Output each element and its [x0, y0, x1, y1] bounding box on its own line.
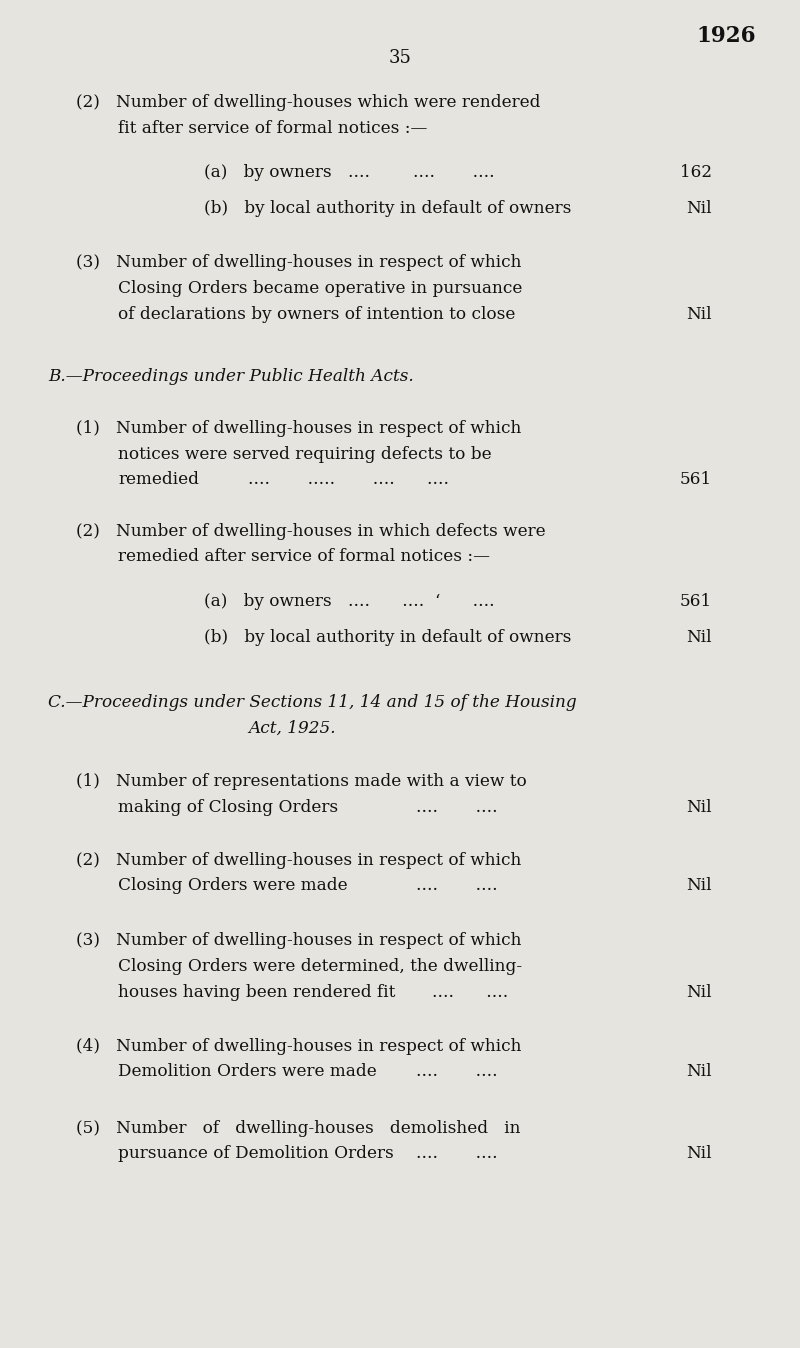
Text: Nil: Nil: [686, 306, 712, 322]
Text: fit after service of formal notices :—: fit after service of formal notices :—: [118, 120, 428, 136]
Text: (1)   Number of representations made with a view to: (1) Number of representations made with …: [76, 774, 526, 790]
Text: (3)   Number of dwelling-houses in respect of which: (3) Number of dwelling-houses in respect…: [76, 255, 522, 271]
Text: (b)   by local authority in default of owners: (b) by local authority in default of own…: [204, 201, 571, 217]
Text: houses having been rendered fit: houses having been rendered fit: [118, 984, 396, 1000]
Text: (3)   Number of dwelling-houses in respect of which: (3) Number of dwelling-houses in respect…: [76, 933, 522, 949]
Text: 1926: 1926: [696, 26, 756, 47]
Text: ....       ....: .... ....: [416, 878, 498, 894]
Text: Demolition Orders were made: Demolition Orders were made: [118, 1064, 377, 1080]
Text: 35: 35: [389, 49, 411, 67]
Text: (5)   Number   of   dwelling-houses   demolished   in: (5) Number of dwelling-houses demolished…: [76, 1120, 521, 1136]
Text: B.—Proceedings under Public Health Acts.: B.—Proceedings under Public Health Acts.: [48, 368, 414, 384]
Text: (a)   by owners: (a) by owners: [204, 593, 332, 609]
Text: notices were served requiring defects to be: notices were served requiring defects to…: [118, 446, 492, 462]
Text: ....      ....: .... ....: [432, 984, 508, 1000]
Text: Closing Orders were made: Closing Orders were made: [118, 878, 348, 894]
Text: of declarations by owners of intention to close: of declarations by owners of intention t…: [118, 306, 516, 322]
Text: remedied: remedied: [118, 472, 199, 488]
Text: Nil: Nil: [686, 984, 712, 1000]
Text: Nil: Nil: [686, 878, 712, 894]
Text: remedied after service of formal notices :—: remedied after service of formal notices…: [118, 549, 490, 565]
Text: Nil: Nil: [686, 1146, 712, 1162]
Text: ....       .....       ....      ....: .... ..... .... ....: [248, 472, 449, 488]
Text: (b)   by local authority in default of owners: (b) by local authority in default of own…: [204, 630, 571, 646]
Text: (2)   Number of dwelling-houses in which defects were: (2) Number of dwelling-houses in which d…: [76, 523, 546, 539]
Text: (2)   Number of dwelling-houses which were rendered: (2) Number of dwelling-houses which were…: [76, 94, 541, 111]
Text: Nil: Nil: [686, 799, 712, 816]
Text: 162: 162: [680, 164, 712, 181]
Text: (2)   Number of dwelling-houses in respect of which: (2) Number of dwelling-houses in respect…: [76, 852, 522, 868]
Text: ....       ....: .... ....: [416, 1064, 498, 1080]
Text: (4)   Number of dwelling-houses in respect of which: (4) Number of dwelling-houses in respect…: [76, 1038, 522, 1054]
Text: Closing Orders were determined, the dwelling-: Closing Orders were determined, the dwel…: [118, 958, 522, 975]
Text: Nil: Nil: [686, 630, 712, 646]
Text: making of Closing Orders: making of Closing Orders: [118, 799, 338, 816]
Text: 561: 561: [680, 593, 712, 609]
Text: ....       ....: .... ....: [416, 1146, 498, 1162]
Text: (1)   Number of dwelling-houses in respect of which: (1) Number of dwelling-houses in respect…: [76, 421, 522, 437]
Text: ....       ....: .... ....: [416, 799, 498, 816]
Text: (a)   by owners: (a) by owners: [204, 164, 332, 181]
Text: Closing Orders became operative in pursuance: Closing Orders became operative in pursu…: [118, 280, 522, 297]
Text: Act, 1925.: Act, 1925.: [248, 720, 336, 736]
Text: C.—Proceedings under Sections 11, 14 and 15 of the Housing: C.—Proceedings under Sections 11, 14 and…: [48, 694, 577, 710]
Text: Nil: Nil: [686, 201, 712, 217]
Text: Nil: Nil: [686, 1064, 712, 1080]
Text: pursuance of Demolition Orders: pursuance of Demolition Orders: [118, 1146, 394, 1162]
Text: ....      ....  ‘      ....: .... .... ‘ ....: [348, 593, 494, 609]
Text: ....        ....       ....: .... .... ....: [348, 164, 494, 181]
Text: 561: 561: [680, 472, 712, 488]
